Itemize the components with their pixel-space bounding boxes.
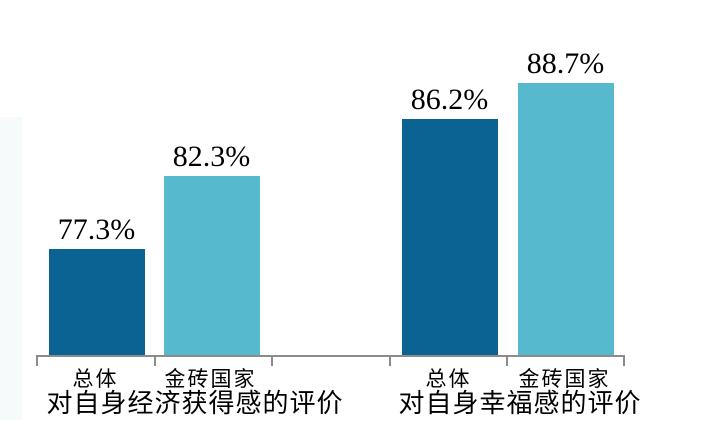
x-axis-tick-3	[389, 357, 391, 366]
left-edge-strip	[0, 117, 22, 420]
x-axis-tick-0	[36, 357, 38, 366]
group-label-economic-gain: 对自身经济获得感的评价	[46, 389, 344, 418]
bar-brics-1	[163, 176, 260, 356]
x-axis-tick-5	[623, 357, 625, 366]
x-axis-tick-4	[506, 357, 508, 366]
value-label-1: 82.3%	[172, 140, 251, 173]
category-label-2: 总体	[425, 367, 472, 391]
category-label-1: 金砖国家	[164, 367, 257, 391]
group-label-happiness: 对自身幸福感的评价	[398, 389, 642, 418]
value-label-2: 86.2%	[410, 83, 489, 116]
x-axis-tick-1	[154, 357, 156, 366]
category-label-3: 金砖国家	[518, 367, 611, 391]
x-axis-tick-2	[271, 357, 273, 366]
value-label-3: 88.7%	[526, 47, 605, 80]
value-label-0: 77.3%	[57, 213, 136, 246]
bar-overall-2	[401, 119, 498, 356]
x-axis-line	[36, 355, 625, 357]
bar-brics-3	[517, 83, 614, 356]
category-label-0: 总体	[72, 367, 119, 391]
bar-overall-0	[48, 249, 145, 356]
